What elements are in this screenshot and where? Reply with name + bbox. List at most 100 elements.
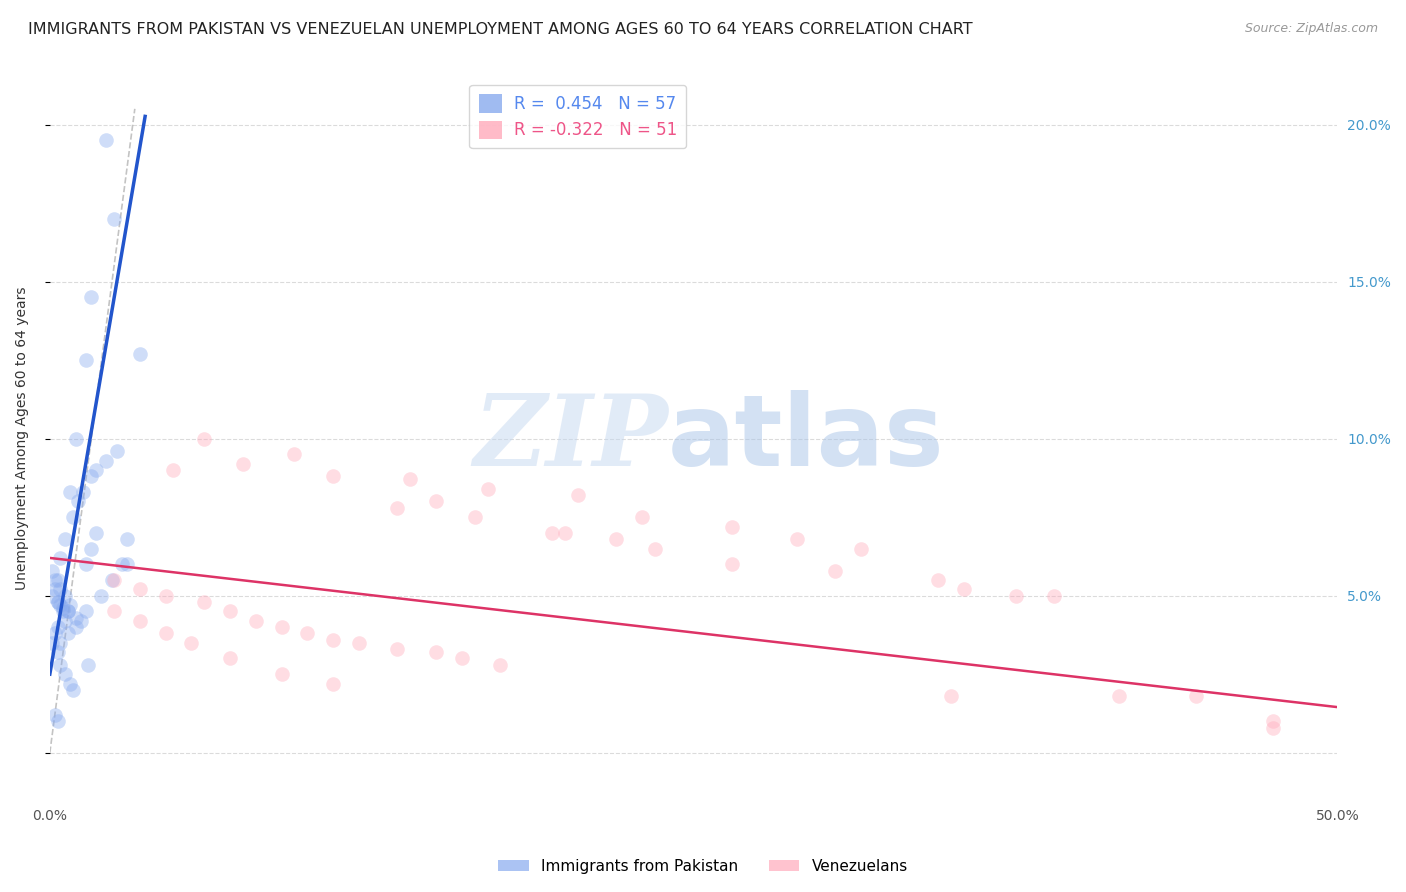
Point	[46, 620, 69, 634]
Point	[939, 689, 962, 703]
Point	[1184, 689, 1206, 703]
Point	[721, 558, 744, 572]
Point	[849, 541, 872, 556]
Point	[824, 564, 846, 578]
Point	[129, 347, 152, 361]
Point	[927, 573, 949, 587]
Point	[44, 626, 66, 640]
Point	[49, 598, 72, 612]
Point	[477, 482, 499, 496]
Point	[155, 589, 177, 603]
Point	[322, 632, 344, 647]
Point	[721, 519, 744, 533]
Point	[103, 573, 125, 587]
Point	[786, 532, 808, 546]
Point	[65, 610, 87, 624]
Point	[41, 636, 63, 650]
Point	[52, 601, 75, 615]
Point	[80, 469, 103, 483]
Point	[59, 485, 82, 500]
Point	[103, 604, 125, 618]
Point	[75, 604, 97, 618]
Point	[41, 564, 63, 578]
Point	[554, 525, 576, 540]
Point	[953, 582, 976, 597]
Point	[270, 667, 292, 681]
Point	[155, 626, 177, 640]
Point	[44, 708, 66, 723]
Point	[96, 453, 118, 467]
Point	[567, 488, 589, 502]
Point	[387, 500, 409, 515]
Point	[283, 447, 305, 461]
Point	[41, 589, 63, 603]
Text: IMMIGRANTS FROM PAKISTAN VS VENEZUELAN UNEMPLOYMENT AMONG AGES 60 TO 64 YEARS CO: IMMIGRANTS FROM PAKISTAN VS VENEZUELAN U…	[28, 22, 973, 37]
Point	[84, 463, 107, 477]
Point	[72, 485, 94, 500]
Point	[44, 582, 66, 597]
Point	[605, 532, 627, 546]
Point	[425, 494, 447, 508]
Point	[46, 573, 69, 587]
Point	[62, 510, 84, 524]
Point	[464, 510, 486, 524]
Text: atlas: atlas	[668, 390, 945, 487]
Point	[96, 133, 118, 147]
Point	[53, 614, 76, 628]
Point	[46, 595, 69, 609]
Point	[347, 636, 370, 650]
Point	[69, 614, 91, 628]
Point	[44, 573, 66, 587]
Point	[180, 636, 202, 650]
Point	[53, 667, 76, 681]
Point	[1261, 714, 1284, 729]
Point	[450, 651, 472, 665]
Point	[111, 558, 134, 572]
Point	[193, 432, 215, 446]
Legend: R =  0.454   N = 57, R = -0.322   N = 51: R = 0.454 N = 57, R = -0.322 N = 51	[470, 85, 686, 148]
Legend: Immigrants from Pakistan, Venezuelans: Immigrants from Pakistan, Venezuelans	[492, 853, 914, 880]
Point	[399, 472, 422, 486]
Point	[115, 532, 138, 546]
Point	[80, 541, 103, 556]
Point	[67, 494, 90, 508]
Point	[425, 645, 447, 659]
Point	[105, 444, 128, 458]
Point	[219, 651, 242, 665]
Point	[193, 595, 215, 609]
Point	[59, 598, 82, 612]
Point	[297, 626, 319, 640]
Point	[129, 614, 152, 628]
Point	[322, 676, 344, 690]
Point	[53, 589, 76, 603]
Point	[1004, 589, 1026, 603]
Point	[77, 657, 100, 672]
Point	[1108, 689, 1130, 703]
Point	[129, 582, 152, 597]
Point	[56, 626, 79, 640]
Point	[90, 589, 112, 603]
Point	[1043, 589, 1066, 603]
Point	[270, 620, 292, 634]
Point	[245, 614, 267, 628]
Point	[219, 604, 242, 618]
Point	[75, 353, 97, 368]
Point	[49, 657, 72, 672]
Point	[75, 558, 97, 572]
Text: ZIP: ZIP	[472, 391, 668, 487]
Text: Source: ZipAtlas.com: Source: ZipAtlas.com	[1244, 22, 1378, 36]
Point	[49, 636, 72, 650]
Point	[489, 657, 512, 672]
Point	[1261, 721, 1284, 735]
Point	[115, 558, 138, 572]
Point	[631, 510, 654, 524]
Point	[62, 682, 84, 697]
Point	[49, 550, 72, 565]
Point	[46, 595, 69, 609]
Point	[80, 290, 103, 304]
Y-axis label: Unemployment Among Ages 60 to 64 years: Unemployment Among Ages 60 to 64 years	[15, 287, 30, 591]
Point	[49, 582, 72, 597]
Point	[232, 457, 254, 471]
Point	[53, 532, 76, 546]
Point	[65, 620, 87, 634]
